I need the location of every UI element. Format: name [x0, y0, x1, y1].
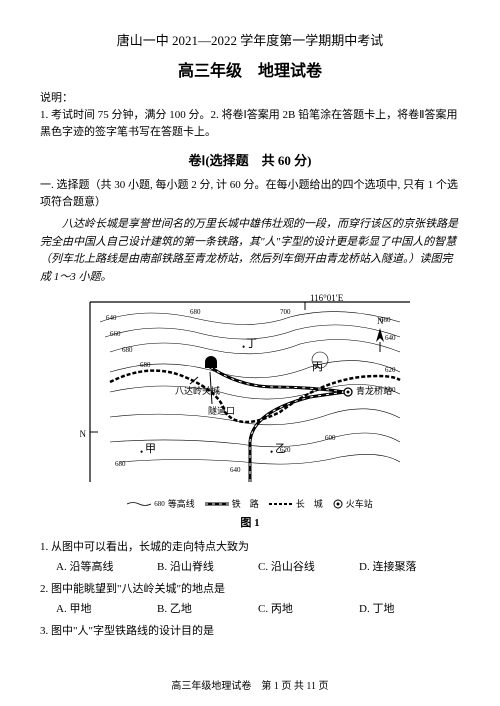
page-footer: 高三年级地理试卷 第 1 页 共 11 页 [0, 677, 500, 692]
contour-num: 660 [110, 330, 121, 338]
school-title: 唐山一中 2021—2022 学年度第一学期期中考试 [40, 30, 460, 49]
contour-num: 640 [385, 334, 396, 342]
label-station: 青龙桥站 [356, 385, 392, 396]
contour-num: 680 [190, 308, 201, 316]
legend-railway: 铁 路 [205, 497, 259, 510]
longitude-label: 116°01′E [310, 293, 344, 303]
option-b: B. 乙地 [157, 600, 258, 616]
label-jia: 甲 [145, 443, 156, 455]
contour-num: 680 [115, 460, 126, 468]
instruction-label: 说明： [40, 89, 460, 105]
mcq-intro: 一. 选择题（共 30 小题, 每小题 2 分, 计 60 分。在每小题给出的四… [40, 177, 460, 210]
exam-title: 高三年级 地理试卷 [40, 57, 460, 81]
contour-num: 680 [140, 361, 151, 369]
option-b: B. 沿山脊线 [157, 558, 258, 574]
passage-text: 八达岭长城是享誉世间名的万里长城中雄伟壮观的一段，而穿行该区的京张铁路是完全由中… [40, 216, 460, 286]
figure-map: 116°01′E 42°21′N 640 660 680 680 680 700… [40, 292, 460, 510]
contour-num: 640 [106, 314, 117, 322]
svg-text:N: N [377, 316, 384, 326]
option-d: D. 丁地 [359, 600, 460, 616]
map-legend: 680 等高线 铁 路 长 城 火车站 [40, 497, 460, 510]
label-yi: 乙 [275, 442, 286, 455]
question-2: 2. 图中能眺望到"八达岭关城"的地点是 [40, 580, 460, 596]
legend-station: 火车站 [333, 497, 373, 510]
label-badaling: 八达岭关城 [175, 385, 220, 396]
figure-label: 图 1 [40, 514, 460, 530]
question-1-options: A. 沿等高线 B. 沿山脊线 C. 沿山谷线 D. 连接聚落 [40, 558, 460, 574]
option-c: C. 沿山谷线 [258, 558, 359, 574]
contour-num: 600 [325, 434, 336, 442]
instruction-text: 1. 考试时间 75 分钟，满分 100 分。2. 将卷Ⅰ答案用 2B 铅笔涂在… [40, 107, 460, 140]
option-a: A. 甲地 [56, 600, 157, 616]
question-2-options: A. 甲地 B. 乙地 C. 丙地 D. 丁地 [40, 600, 460, 616]
section-title: 卷Ⅰ(选择题 共 60 分) [40, 150, 460, 169]
contour-num: 640 [230, 466, 241, 474]
option-c: C. 丙地 [258, 600, 359, 616]
question-1: 1. 从图中可以看出，长城的走向特点大致为 [40, 538, 460, 554]
option-d: D. 连接聚落 [359, 558, 460, 574]
label-ding: 丁 [246, 338, 257, 350]
svg-text:•: • [140, 447, 143, 457]
contour-num: 700 [280, 308, 291, 316]
label-tunnel: 隧道口 [208, 405, 235, 416]
latitude-label: 42°21′N [80, 429, 86, 439]
map-svg: 116°01′E 42°21′N 640 660 680 680 680 700… [80, 292, 420, 492]
svg-text:•: • [270, 447, 273, 457]
contour-num: 620 [385, 366, 396, 374]
legend-wall: 长 城 [269, 497, 323, 510]
svg-text:•: • [242, 342, 245, 352]
question-3: 3. 图中"人"字型铁路线的设计目的是 [40, 622, 460, 638]
option-a: A. 沿等高线 [56, 558, 157, 574]
contour-num: 680 [122, 346, 133, 354]
legend-contour: 680 等高线 [127, 497, 195, 510]
label-bing: 丙 [312, 361, 323, 373]
